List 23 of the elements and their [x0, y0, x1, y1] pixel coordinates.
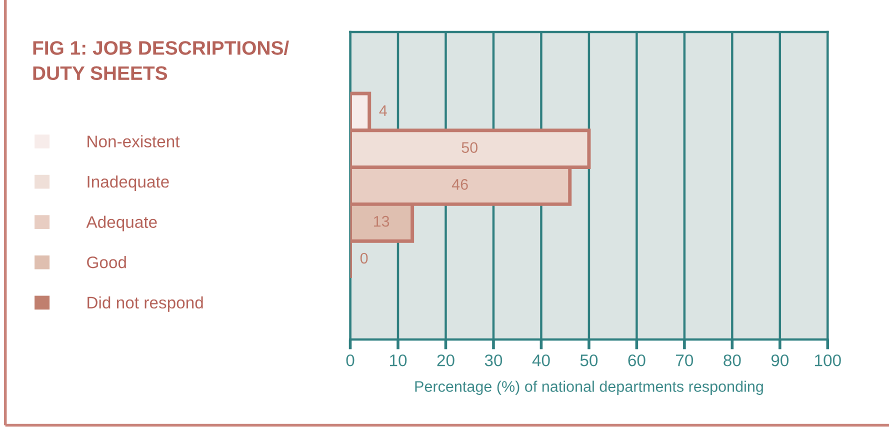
- data-label: 50: [462, 142, 478, 153]
- legend-label: Non-existent: [88, 135, 180, 148]
- x-tick-label: 10: [390, 354, 407, 366]
- legend-label: Adequate: [86, 216, 157, 232]
- x-tick-label: 40: [532, 354, 550, 366]
- data-label: 0: [360, 252, 368, 264]
- x-tick-label: 30: [484, 354, 502, 366]
- legend-label: Did not respond: [88, 296, 203, 312]
- x-tick-label: 50: [580, 354, 598, 366]
- x-tick-label: 90: [771, 354, 789, 366]
- x-axis-title: Percentage (%) of national departments responding: [415, 380, 763, 395]
- data-label: 13: [374, 216, 390, 227]
- x-tick-label: 70: [676, 354, 694, 366]
- data-label: 4: [379, 105, 387, 116]
- legend-label: Inadequate: [88, 175, 169, 191]
- x-tick-label: 80: [724, 354, 741, 366]
- x-tick-label: 60: [628, 354, 646, 366]
- legend-label: Good: [87, 256, 126, 268]
- x-tick-label: 20: [437, 354, 454, 366]
- text: FIG 1: JOB DESCRIPTIONS/ DUTY SHEETS: [33, 40, 289, 80]
- x-tick-label: 100: [815, 354, 841, 366]
- x-tick-label: 0: [346, 354, 354, 366]
- data-label: 46: [452, 179, 468, 190]
